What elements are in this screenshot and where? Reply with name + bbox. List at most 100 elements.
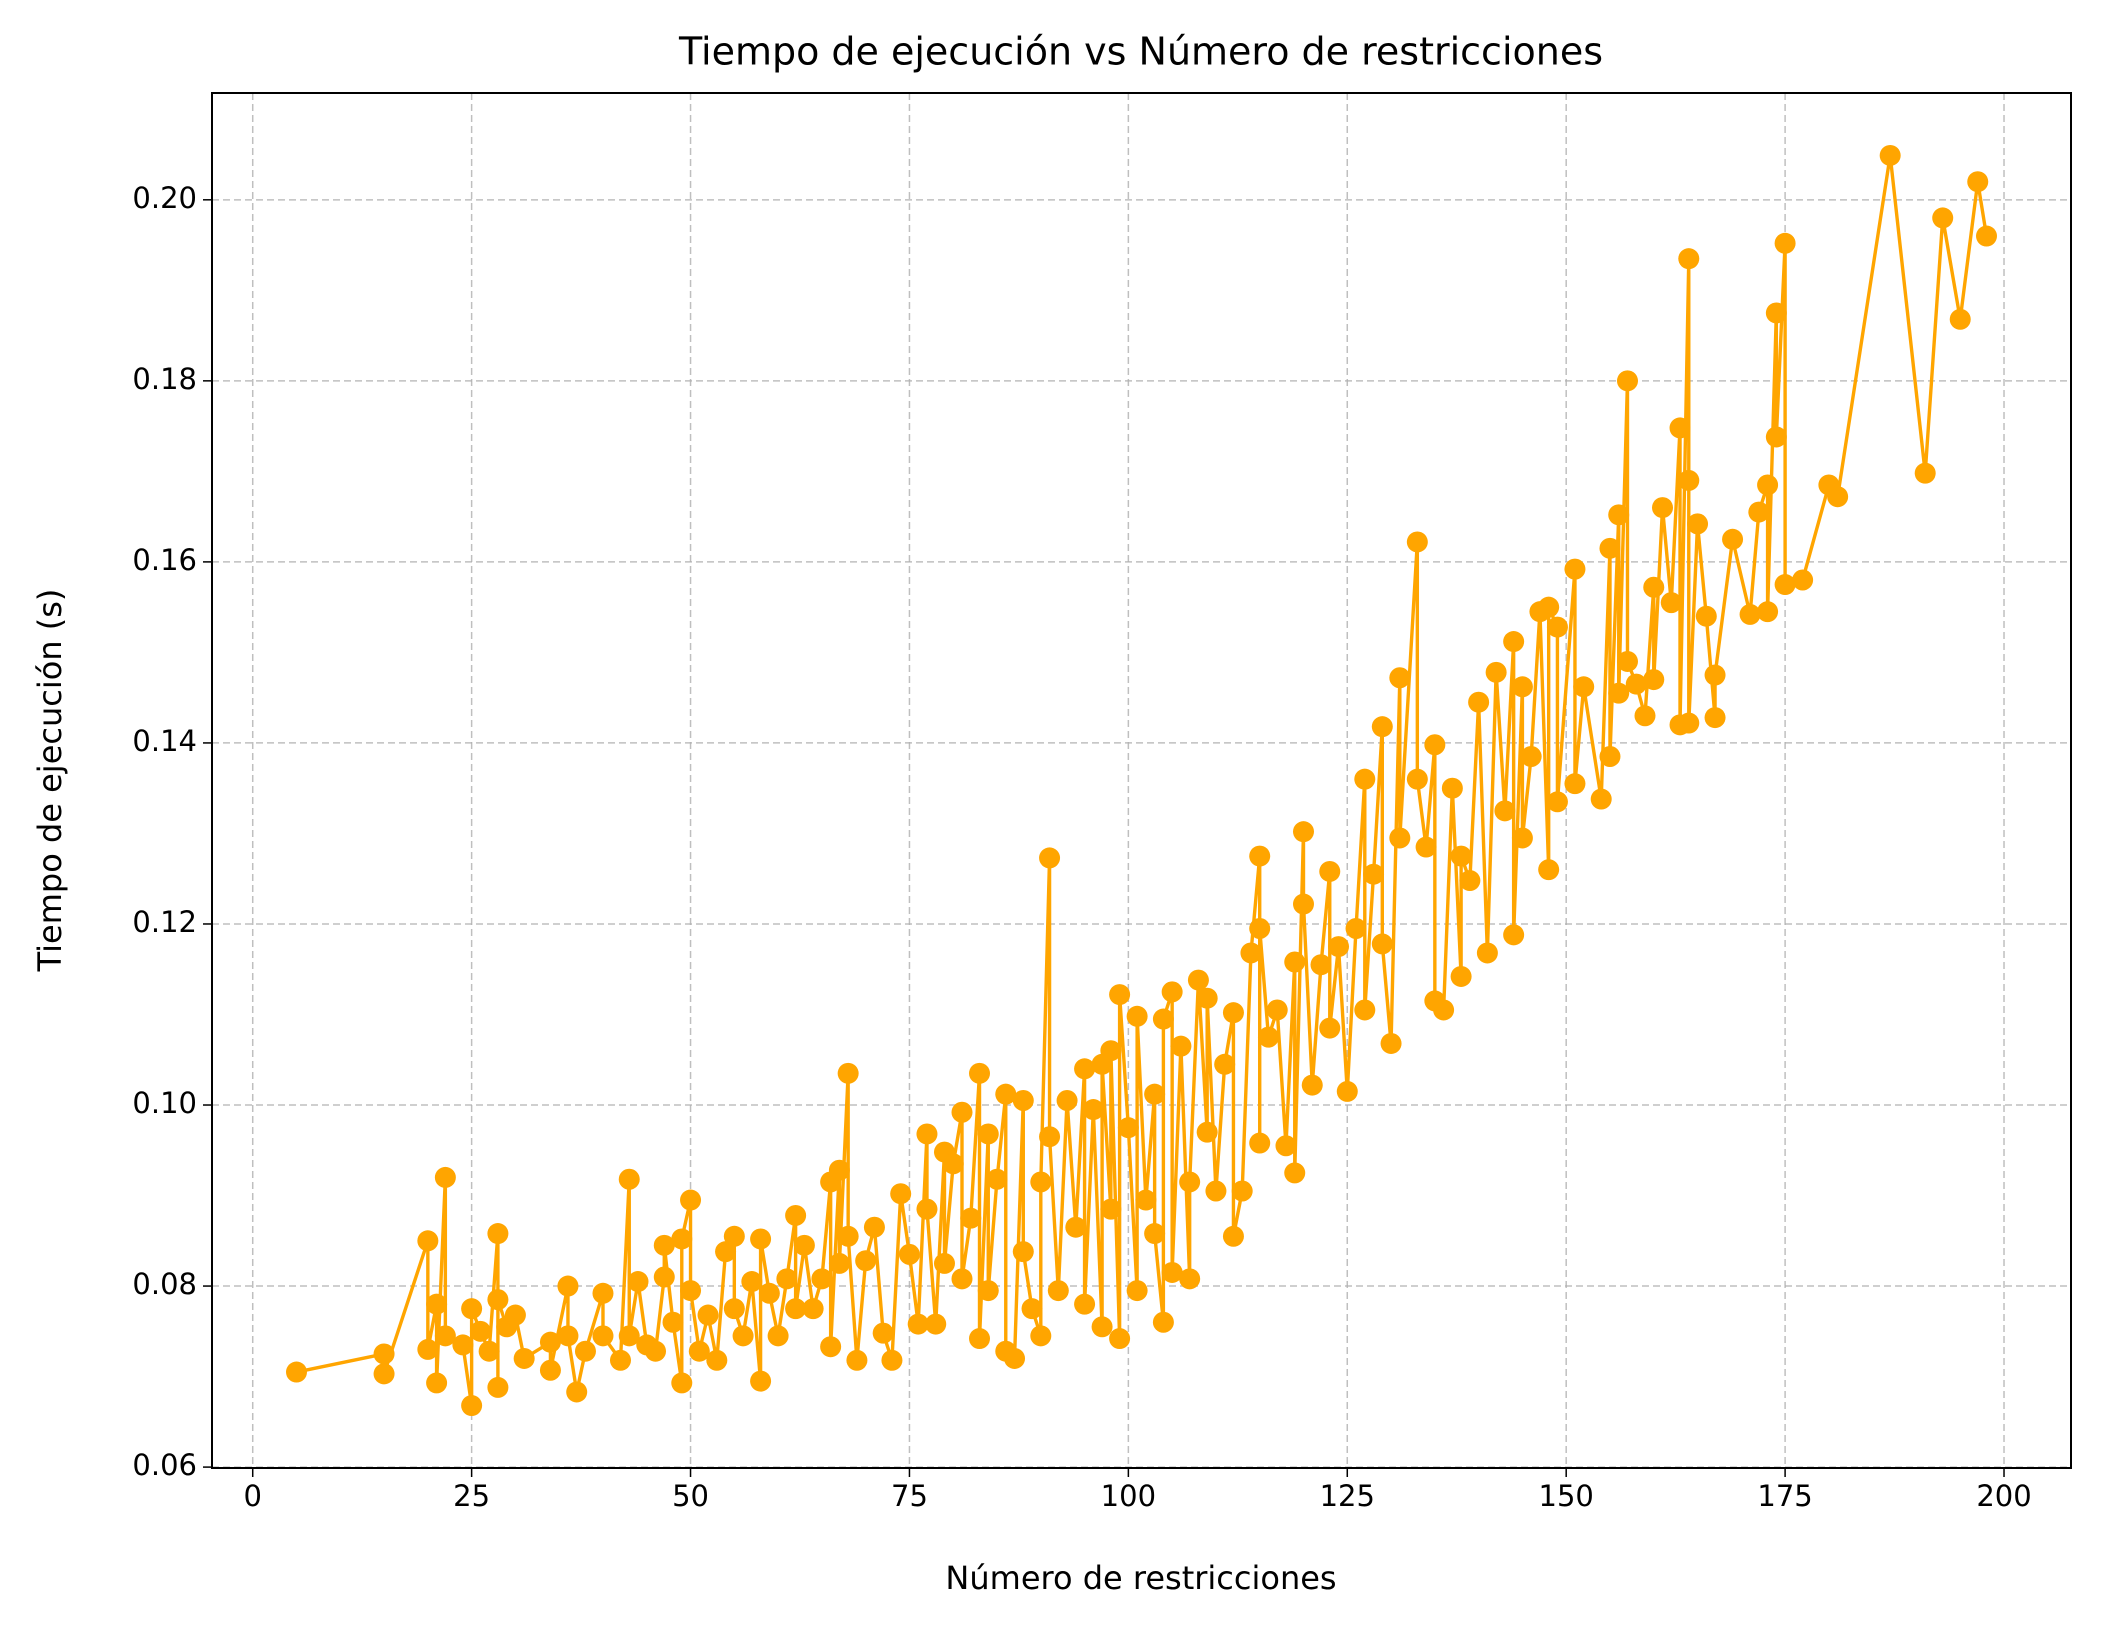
data-point — [846, 1349, 868, 1371]
data-point — [1757, 474, 1779, 496]
data-point — [758, 1282, 780, 1304]
data-point — [1511, 827, 1533, 849]
data-point — [1476, 942, 1498, 964]
x-tick-label: 125 — [1320, 1479, 1375, 1513]
data-point — [1389, 827, 1411, 849]
data-point — [1187, 969, 1209, 991]
data-point — [680, 1280, 702, 1302]
data-point — [1100, 1198, 1122, 1220]
data-point — [1503, 924, 1525, 946]
data-point — [426, 1293, 448, 1315]
data-point — [478, 1340, 500, 1362]
data-point — [373, 1343, 395, 1365]
data-point — [951, 1101, 973, 1123]
data-point — [1047, 1280, 1069, 1302]
data-point — [1257, 1026, 1279, 1048]
data-point — [566, 1381, 588, 1403]
data-point — [1056, 1089, 1078, 1111]
data-point — [1222, 1002, 1244, 1024]
data-point — [1485, 661, 1507, 683]
data-point — [1634, 705, 1656, 727]
data-point — [1949, 308, 1971, 330]
data-point — [1039, 847, 1061, 869]
data-point — [434, 1325, 456, 1347]
data-point — [653, 1234, 675, 1256]
data-point — [592, 1282, 614, 1304]
data-point — [1520, 746, 1542, 768]
data-point — [1240, 942, 1262, 964]
data-point — [1082, 1099, 1104, 1121]
data-point — [452, 1334, 474, 1356]
data-point — [1616, 370, 1638, 392]
data-point — [557, 1325, 579, 1347]
data-point — [426, 1372, 448, 1394]
data-point — [1021, 1298, 1043, 1320]
data-point — [1074, 1293, 1096, 1315]
data-point — [977, 1280, 999, 1302]
data-point — [925, 1313, 947, 1335]
data-point — [951, 1268, 973, 1290]
data-point — [820, 1336, 842, 1358]
data-point — [723, 1298, 745, 1320]
y-tick-label: 0.20 — [132, 181, 197, 215]
data-point — [1669, 417, 1691, 439]
data-point — [1109, 1328, 1131, 1350]
data-point — [1214, 1053, 1236, 1075]
data-point — [671, 1228, 693, 1250]
data-point — [1161, 981, 1183, 1003]
data-point — [942, 1153, 964, 1175]
data-point — [1695, 605, 1717, 627]
data-point — [916, 1123, 938, 1145]
data-point — [1643, 576, 1665, 598]
data-point — [898, 1243, 920, 1265]
data-point — [662, 1311, 684, 1333]
data-point — [1144, 1083, 1166, 1105]
x-tick-label: 150 — [1539, 1479, 1594, 1513]
data-point — [1284, 1162, 1306, 1184]
data-point — [1652, 497, 1674, 519]
data-point — [715, 1241, 737, 1263]
data-point — [723, 1225, 745, 1247]
data-point — [1126, 1280, 1148, 1302]
data-point — [1196, 987, 1218, 1009]
data-point — [1345, 918, 1367, 940]
data-point — [1608, 682, 1630, 704]
data-point — [680, 1189, 702, 1211]
ticks: 0 25 50 75 100 125 150 175 200 0.06 0.08 0.10 0.12 0.… — [132, 181, 2031, 1513]
data-point — [1599, 746, 1621, 768]
data-point — [1406, 768, 1428, 790]
data-point — [969, 1328, 991, 1350]
data-point — [1932, 207, 1954, 229]
data-point — [732, 1325, 754, 1347]
data-point — [487, 1223, 509, 1245]
data-point — [574, 1340, 596, 1362]
data-point — [461, 1298, 483, 1320]
data-point — [1538, 859, 1560, 881]
data-point — [1590, 788, 1612, 810]
data-point — [1774, 574, 1796, 596]
data-point — [1328, 936, 1350, 958]
data-point — [1170, 1035, 1192, 1057]
data-point — [504, 1304, 526, 1326]
data-point — [1616, 650, 1638, 672]
y-tick-label: 0.18 — [132, 362, 197, 396]
data-point — [1503, 631, 1525, 653]
data-point — [767, 1325, 789, 1347]
data-point — [1196, 1121, 1218, 1143]
data-point — [872, 1322, 894, 1344]
data-point — [785, 1204, 807, 1226]
data-point — [828, 1252, 850, 1274]
data-point — [811, 1268, 833, 1290]
data-point — [1625, 673, 1647, 695]
x-tick-label: 175 — [1757, 1479, 1812, 1513]
data-point — [1284, 951, 1306, 973]
data-point — [907, 1313, 929, 1335]
data-point — [837, 1225, 859, 1247]
x-tick-label: 25 — [453, 1479, 490, 1513]
data-point — [1371, 716, 1393, 738]
data-point — [1380, 1032, 1402, 1054]
data-point — [1100, 1040, 1122, 1062]
data-point — [1450, 845, 1472, 867]
data-point — [995, 1083, 1017, 1105]
